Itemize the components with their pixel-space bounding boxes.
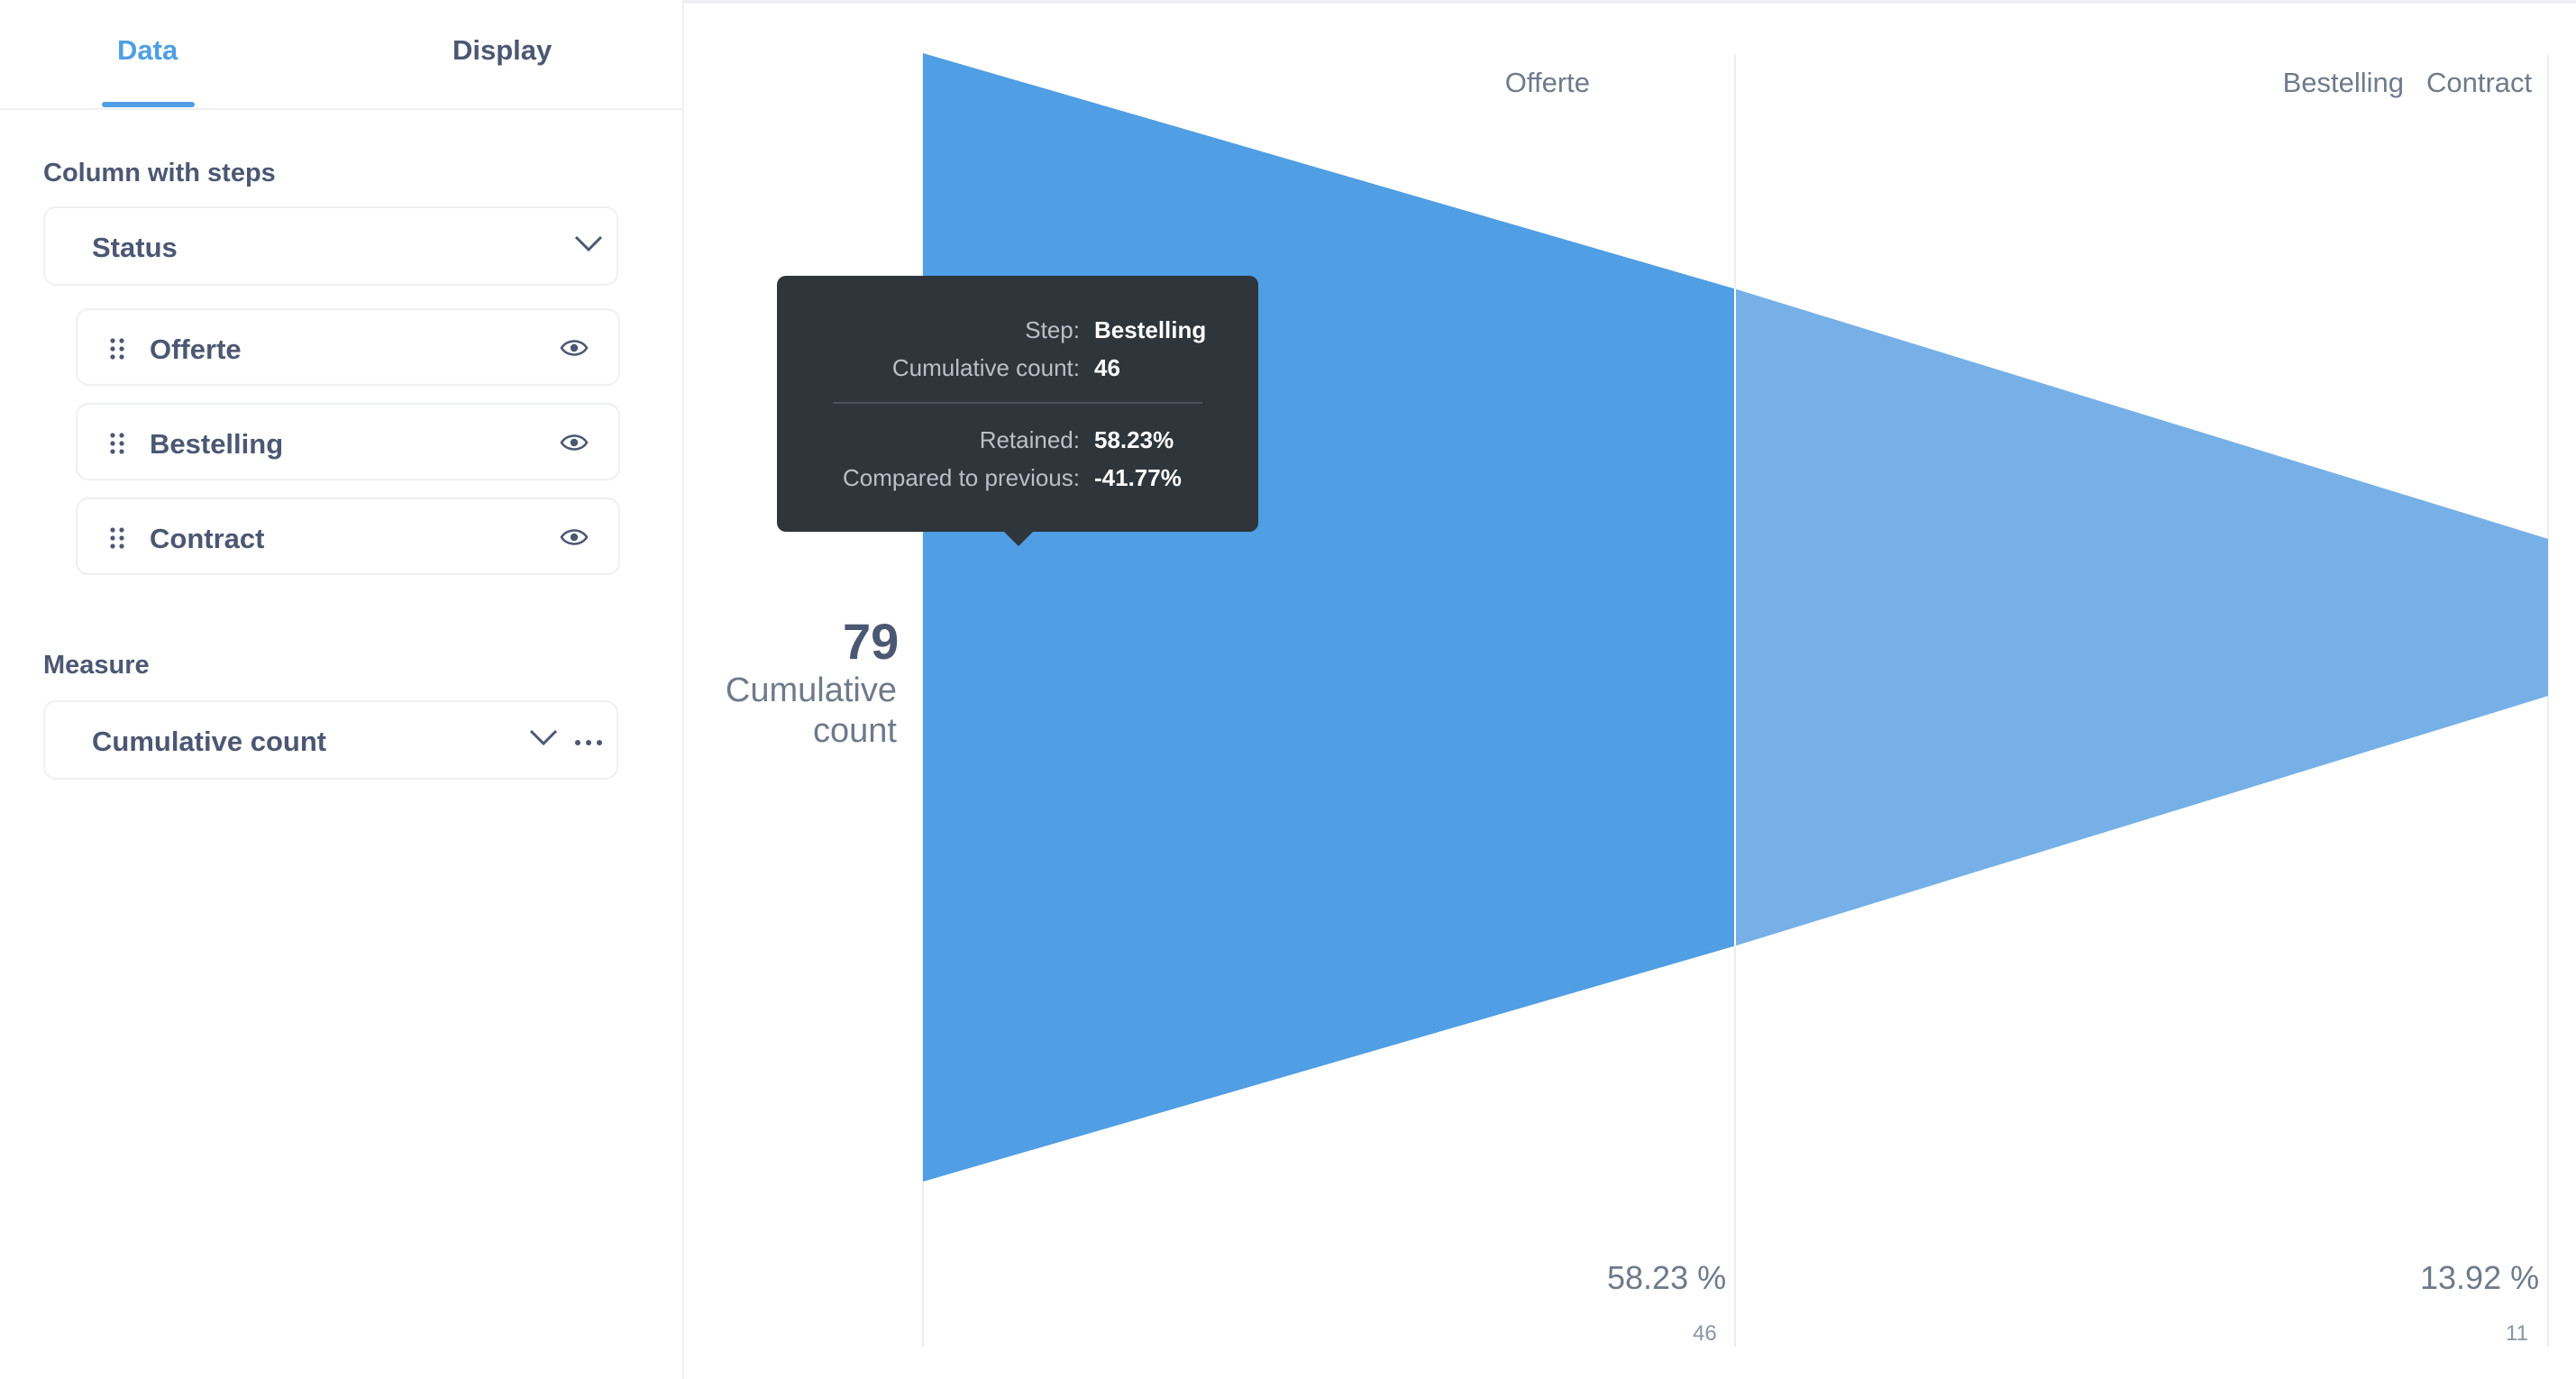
step-item-bestelling[interactable]: Bestelling: [76, 403, 620, 480]
first-step-measure-label: Cumulative count: [681, 671, 897, 752]
tab-display[interactable]: Display: [452, 34, 553, 66]
step-header-offerte: Offerte: [1504, 67, 1590, 98]
funnel-segment-contract[interactable]: [1735, 288, 2548, 946]
measure-label-line1: Cumulative: [725, 671, 897, 709]
tooltip-arrow: [1004, 532, 1033, 546]
eye-icon[interactable]: [560, 432, 589, 453]
step-header-bestelling: Bestelling: [2282, 67, 2404, 98]
step-label: Bestelling: [150, 428, 284, 460]
chevron-down-icon: [529, 729, 558, 746]
top-border: [0, 0, 2576, 4]
step-header-contract: Contract: [2426, 67, 2533, 98]
tooltip-key: Compared to previous:: [842, 464, 1080, 491]
tooltip-row-count: Cumulative count: 46: [777, 354, 1258, 390]
eye-icon[interactable]: [560, 526, 589, 548]
settings-sidebar: Data Display Column with steps Status Of…: [0, 0, 684, 1379]
funnel-segment-bestelling[interactable]: [923, 53, 1735, 1182]
funnel-chart: Offerte Bestelling Contract 79 Cumulativ…: [684, 4, 2576, 1379]
measure-label-line2: count: [813, 712, 897, 750]
tooltip-row-step: Step: Bestelling: [777, 316, 1258, 352]
tooltip-value: 58.23%: [1094, 426, 1174, 453]
measure-select-value: Cumulative count: [92, 726, 327, 757]
drag-handle-icon[interactable]: [108, 337, 126, 361]
tooltip-row-compared: Compared to previous: -41.77%: [777, 464, 1258, 500]
column-select-value: Status: [92, 232, 178, 263]
tooltip-divider: [833, 402, 1202, 404]
column-with-steps-label: Column with steps: [43, 159, 276, 187]
step-percent-contract: 13.92 %: [2420, 1259, 2540, 1296]
settings-tabs: Data Display: [0, 0, 682, 110]
step-item-contract[interactable]: Contract: [76, 498, 620, 575]
tooltip-row-retained: Retained: 58.23%: [777, 426, 1258, 462]
tooltip-key: Retained:: [979, 426, 1080, 453]
column-select[interactable]: Status: [43, 206, 618, 286]
step-item-offerte[interactable]: Offerte: [76, 308, 620, 386]
tab-data[interactable]: Data: [117, 34, 178, 66]
measure-select[interactable]: Cumulative count: [43, 700, 618, 780]
drag-handle-icon[interactable]: [108, 432, 126, 455]
tooltip-key: Step:: [1025, 316, 1080, 343]
step-count-bestelling: 46: [1693, 1321, 1717, 1346]
measure-label: Measure: [43, 651, 150, 680]
first-step-value: 79: [843, 613, 900, 670]
chart-tooltip: Step: Bestelling Cumulative count: 46 Re…: [777, 276, 1258, 546]
eye-icon[interactable]: [560, 337, 589, 359]
funnel-svg: [922, 53, 2549, 1347]
tooltip-value: -41.77%: [1094, 464, 1182, 491]
drag-handle-icon[interactable]: [108, 526, 126, 550]
tooltip-key: Cumulative count:: [891, 354, 1080, 381]
tooltip-value: 46: [1094, 354, 1120, 381]
active-tab-indicator: [102, 102, 195, 107]
more-options-icon[interactable]: [573, 738, 604, 747]
step-label: Offerte: [150, 333, 242, 365]
tooltip-value: Bestelling: [1094, 316, 1207, 343]
step-count-contract: 11: [2506, 1321, 2528, 1346]
chevron-down-icon: [574, 235, 603, 252]
step-label: Contract: [150, 523, 265, 554]
step-percent-bestelling: 58.23 %: [1607, 1259, 1727, 1296]
